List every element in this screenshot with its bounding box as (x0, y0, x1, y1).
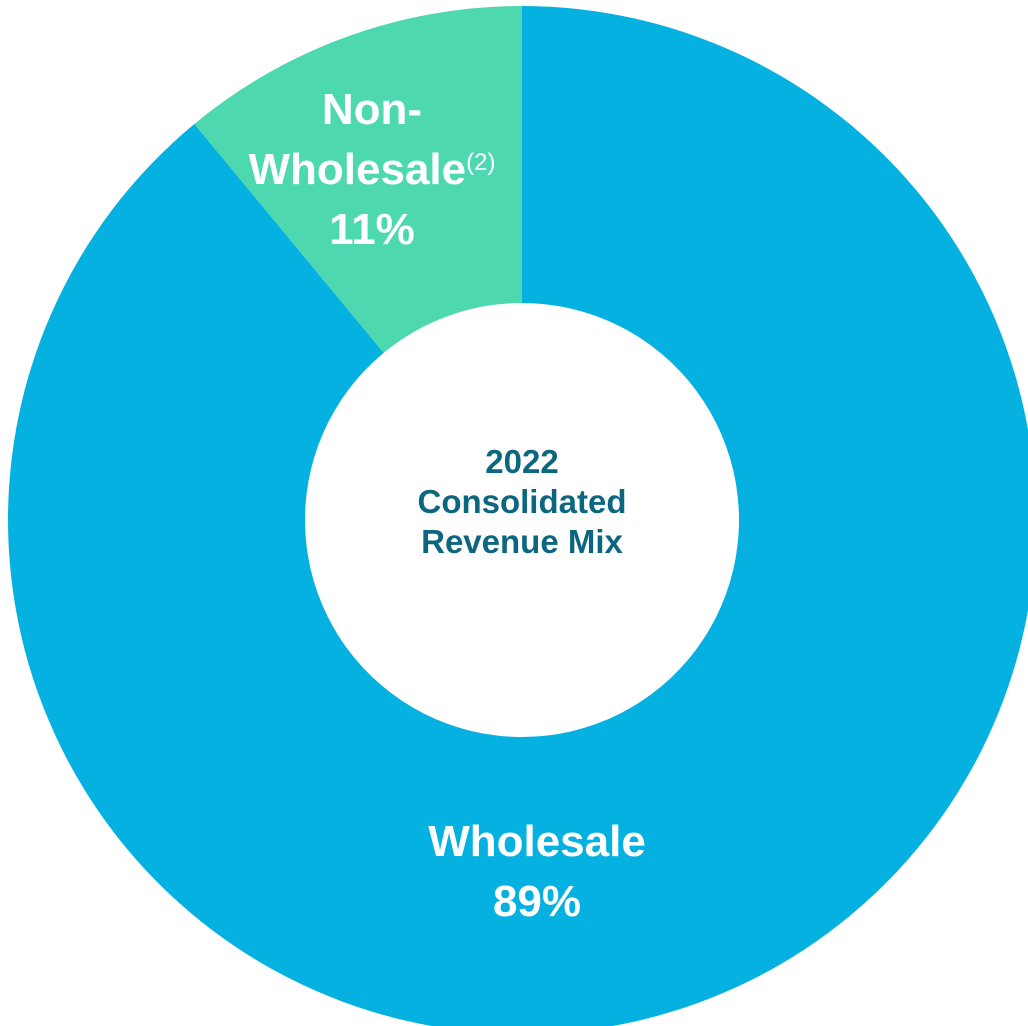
slice-label: Wholesale 89% (377, 812, 697, 932)
category-label: Wholesale (428, 817, 646, 866)
slice (8, 6, 1028, 1026)
category-label: Non-Wholesale (248, 85, 467, 194)
footnote-mark: (2) (466, 149, 496, 176)
slice-label: Non-Wholesale(2) 11% (247, 80, 497, 260)
value-label: 89% (492, 877, 582, 926)
slice (194, 6, 522, 353)
value-label: 11% (329, 205, 415, 254)
chart-title: 2022 Consolidated Revenue Mix (417, 443, 627, 560)
category-line: Non-Wholesale(2) (247, 80, 497, 200)
